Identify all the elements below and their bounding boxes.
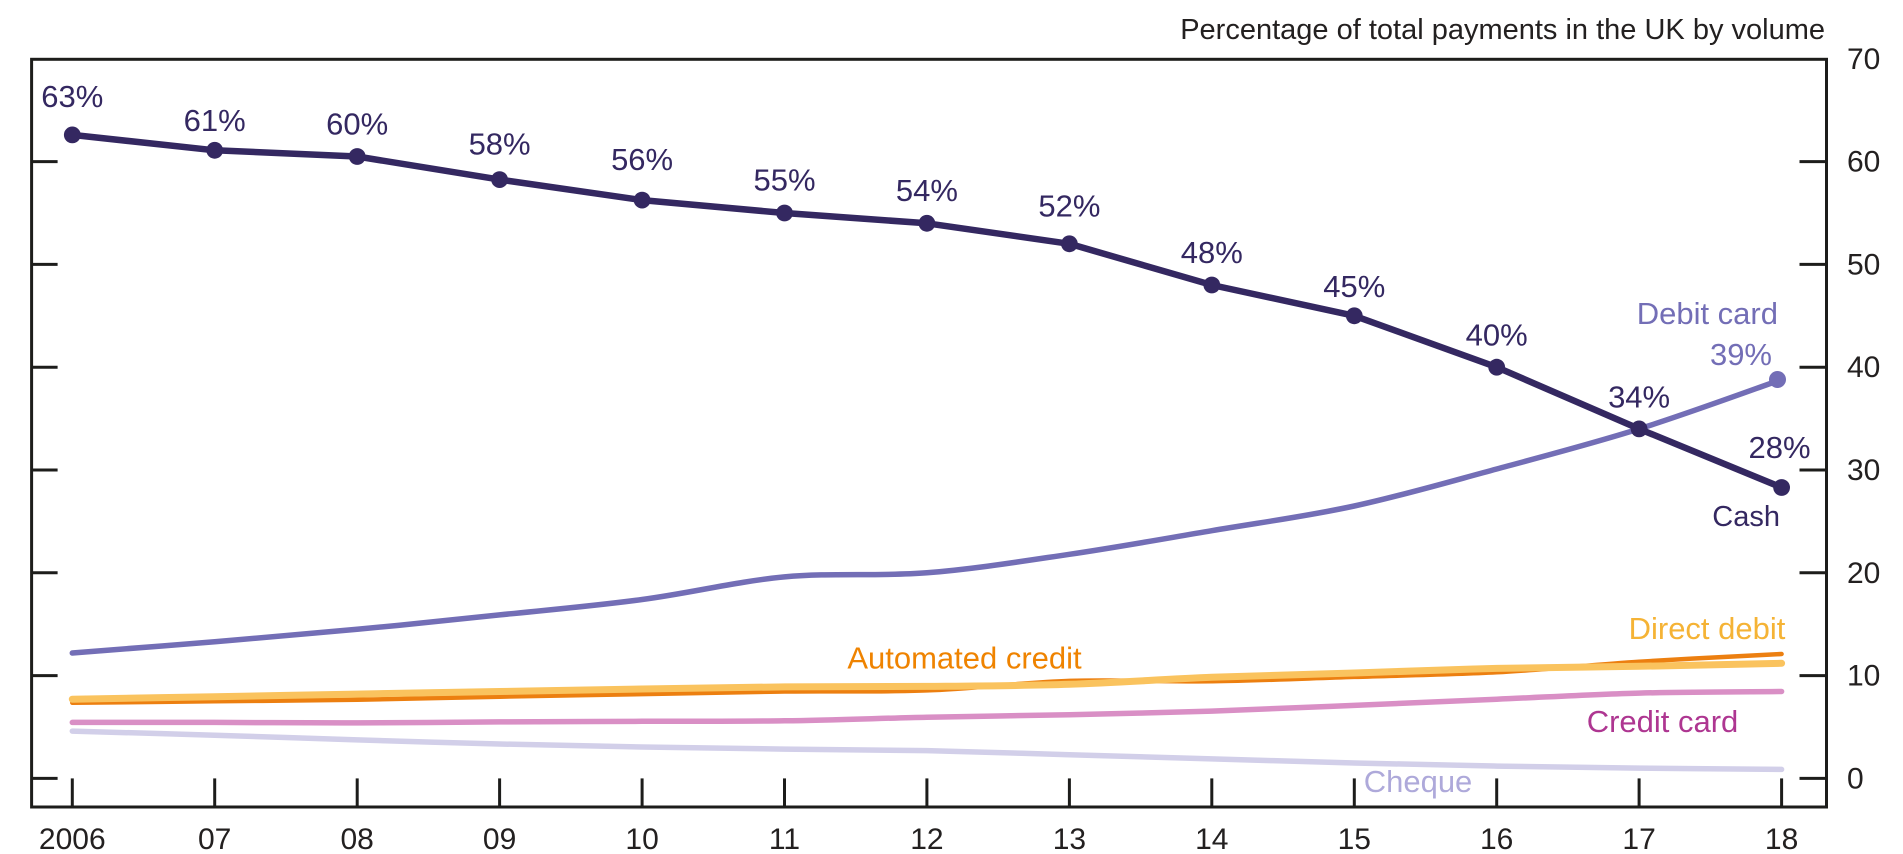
svg-text:Credit card: Credit card bbox=[1587, 704, 1739, 739]
svg-text:08: 08 bbox=[341, 823, 374, 854]
svg-text:18: 18 bbox=[1765, 823, 1798, 854]
svg-text:Percentage of total payments i: Percentage of total payments in the UK b… bbox=[1180, 14, 1825, 46]
svg-text:28%: 28% bbox=[1748, 430, 1810, 465]
svg-text:70: 70 bbox=[1847, 43, 1880, 76]
svg-text:10: 10 bbox=[1847, 660, 1880, 693]
svg-text:39%: 39% bbox=[1710, 337, 1772, 372]
svg-text:40%: 40% bbox=[1466, 318, 1528, 353]
svg-text:0: 0 bbox=[1847, 762, 1864, 795]
svg-text:52%: 52% bbox=[1038, 188, 1100, 223]
svg-text:56%: 56% bbox=[611, 142, 673, 177]
svg-text:09: 09 bbox=[483, 823, 516, 854]
svg-text:55%: 55% bbox=[753, 163, 815, 198]
svg-text:60%: 60% bbox=[326, 107, 388, 142]
svg-text:58%: 58% bbox=[469, 127, 531, 162]
svg-text:Cheque: Cheque bbox=[1364, 764, 1473, 799]
svg-text:10: 10 bbox=[625, 823, 658, 854]
svg-text:15: 15 bbox=[1338, 823, 1371, 854]
svg-text:13: 13 bbox=[1053, 823, 1086, 854]
svg-text:11: 11 bbox=[769, 823, 800, 854]
svg-text:60: 60 bbox=[1847, 146, 1880, 179]
svg-text:50: 50 bbox=[1847, 248, 1880, 281]
svg-text:40: 40 bbox=[1847, 351, 1880, 384]
svg-text:34%: 34% bbox=[1608, 379, 1670, 414]
svg-text:30: 30 bbox=[1847, 454, 1880, 487]
svg-text:07: 07 bbox=[198, 823, 231, 854]
svg-text:45%: 45% bbox=[1323, 269, 1385, 304]
svg-text:Debit card: Debit card bbox=[1637, 296, 1778, 331]
svg-text:54%: 54% bbox=[896, 173, 958, 208]
svg-text:2006: 2006 bbox=[39, 823, 106, 854]
svg-text:Direct debit: Direct debit bbox=[1629, 611, 1786, 646]
svg-text:12: 12 bbox=[910, 823, 943, 854]
svg-text:20: 20 bbox=[1847, 557, 1880, 590]
svg-text:61%: 61% bbox=[184, 103, 246, 138]
svg-text:Automated credit: Automated credit bbox=[847, 641, 1082, 676]
svg-text:16: 16 bbox=[1480, 823, 1513, 854]
svg-text:48%: 48% bbox=[1181, 235, 1243, 270]
svg-text:63%: 63% bbox=[41, 79, 103, 114]
svg-text:17: 17 bbox=[1622, 823, 1655, 854]
svg-text:14: 14 bbox=[1195, 823, 1228, 854]
svg-text:Cash: Cash bbox=[1712, 501, 1780, 533]
